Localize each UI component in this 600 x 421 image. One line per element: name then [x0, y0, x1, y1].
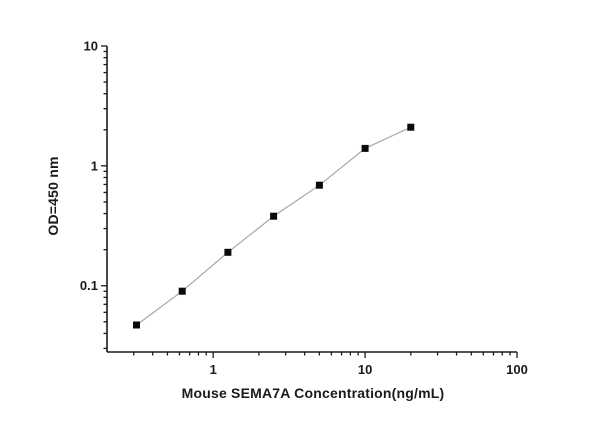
y-tick-label: 1 — [91, 158, 98, 173]
data-point-marker — [361, 144, 369, 152]
plot-layer: 1 10 100 0.1 1 10 — [80, 39, 528, 378]
series-line — [136, 126, 412, 326]
data-point-marker — [270, 212, 278, 220]
y-tick-label: 0.1 — [80, 278, 98, 293]
y-axis-title: OD=450 nm — [45, 156, 61, 235]
x-tick-label: 10 — [358, 362, 372, 377]
data-point-marker — [133, 321, 140, 329]
x-axis-title: Mouse SEMA7A Concentration(ng/mL) — [182, 385, 445, 401]
data-point-marker — [178, 287, 186, 295]
data-point-marker — [407, 123, 415, 131]
data-point-marker — [315, 181, 323, 189]
x-tick-label: 1 — [210, 362, 217, 377]
data-point-marker — [224, 248, 232, 256]
x-tick-label: 100 — [506, 362, 528, 377]
y-tick-label: 10 — [84, 39, 98, 54]
